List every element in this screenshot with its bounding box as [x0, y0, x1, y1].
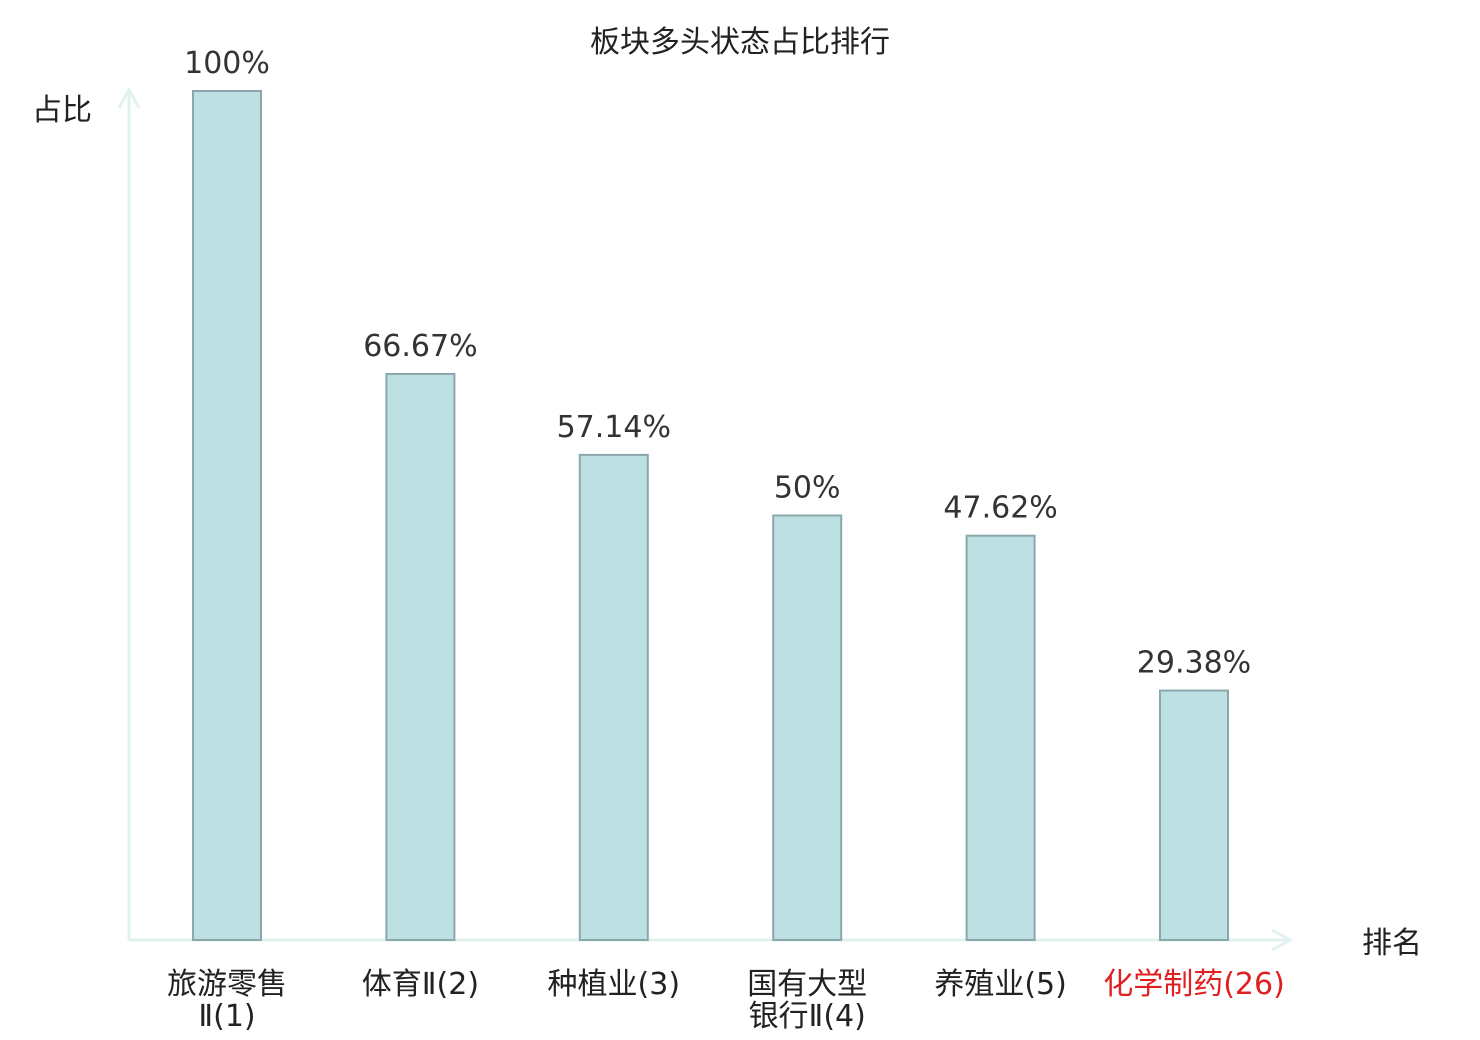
bar — [578, 453, 649, 941]
x-axis-label: 排名 — [1362, 926, 1422, 961]
data-label: 50% — [774, 471, 841, 506]
value-labels-group: 100% 66.67% 57.14% 50% 47.62% 29.38% — [184, 46, 1251, 681]
bar — [965, 534, 1036, 941]
data-label: 100% — [184, 46, 270, 81]
bar — [1159, 689, 1229, 941]
y-axis-label: 占比 — [32, 93, 92, 128]
bars-group — [192, 90, 1229, 942]
category-tick-label: Ⅱ(1) — [198, 999, 255, 1034]
data-label: 66.67% — [363, 329, 477, 364]
axes — [117, 86, 1294, 952]
category-tick-label: 养殖业(5) — [934, 967, 1067, 1002]
bar — [192, 90, 262, 941]
data-label: 57.14% — [557, 410, 671, 445]
category-tick-label: 国有大型 — [747, 967, 867, 1002]
category-tick-label: 旅游零售 — [167, 967, 287, 1002]
chart-title: 板块多头状态占比排行 — [590, 25, 890, 60]
category-tick-label: 化学制药(26) — [1103, 967, 1285, 1002]
category-tick-label: 银行Ⅱ(4) — [749, 999, 866, 1034]
bar — [385, 372, 456, 942]
bar — [772, 514, 843, 941]
data-label: 29.38% — [1137, 646, 1251, 681]
x-axis-arrow — [1271, 928, 1294, 952]
category-tick-label: 体育Ⅱ(2) — [362, 967, 479, 1002]
category-tick-label: 种植业(3) — [548, 967, 681, 1002]
y-axis-arrow — [117, 86, 141, 109]
data-label: 47.62% — [943, 491, 1057, 526]
